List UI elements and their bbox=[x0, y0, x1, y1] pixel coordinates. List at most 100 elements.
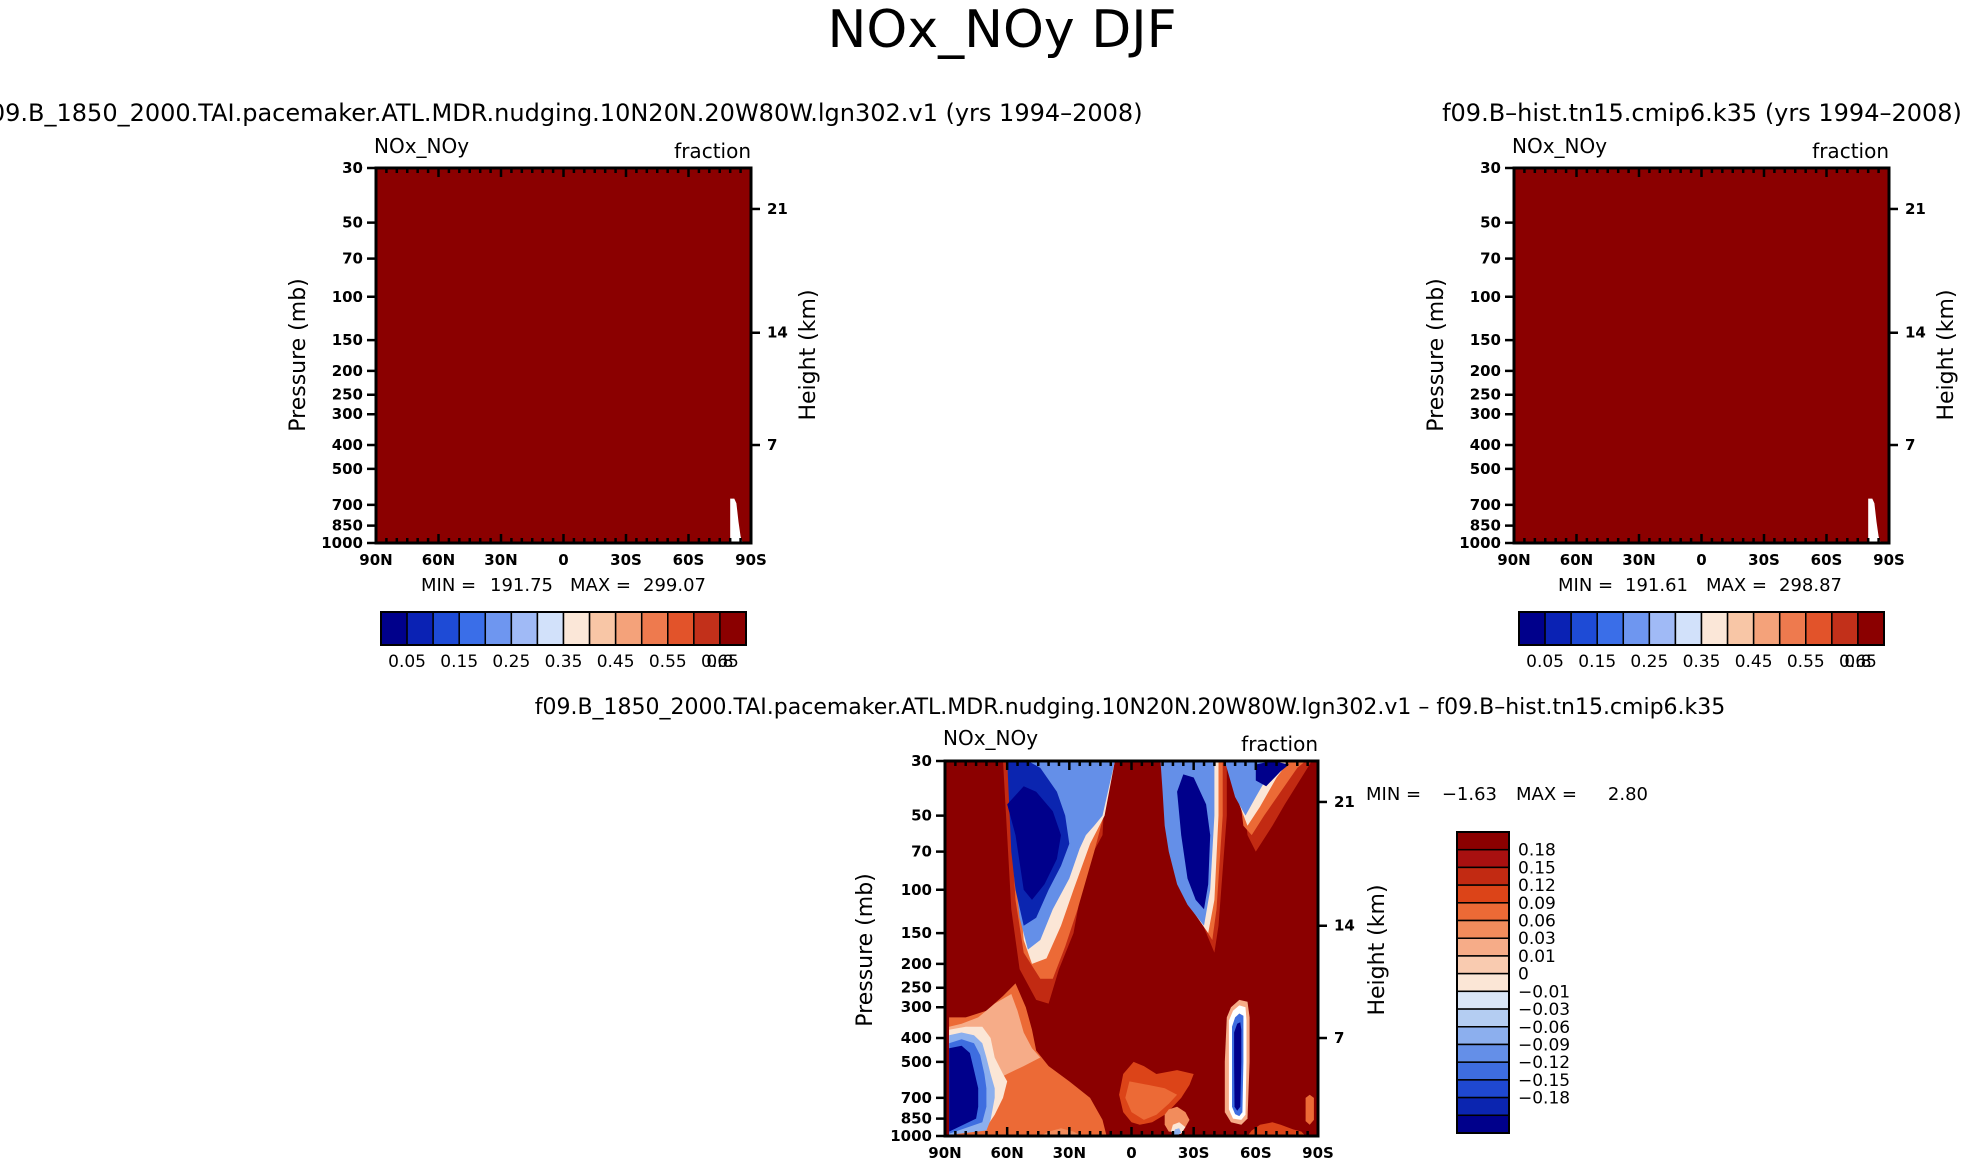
panel-a-min-value: 191.75 bbox=[490, 575, 553, 596]
panel-diff-contour-low-pos-b bbox=[1125, 1081, 1178, 1120]
panel-b-y-tick-label: 500 bbox=[1470, 460, 1501, 478]
panel-a-x-tick-label: 0 bbox=[558, 551, 568, 569]
panel-diff-colorbar-label: 0 bbox=[1518, 965, 1529, 985]
panel-b-x-tick-label: 60S bbox=[1811, 551, 1843, 569]
panel-a-right-label: fraction bbox=[674, 139, 751, 163]
panel-diff-colorbar-label: −0.06 bbox=[1518, 1018, 1570, 1038]
panel-diff-colorbar-box bbox=[1456, 937, 1510, 957]
panel-diff-colorbar-box bbox=[1456, 1061, 1510, 1081]
panel-b-colorbar-box bbox=[1857, 611, 1885, 646]
panel-b-field bbox=[1514, 168, 1889, 543]
panel-a-left-label: NOx_NOy bbox=[374, 134, 469, 158]
panel-diff-y-tick-label: 30 bbox=[911, 752, 932, 770]
panel-diff-contour-strat-navy-c bbox=[1255, 761, 1289, 787]
panel-diff-colorbar-label: 0.15 bbox=[1518, 858, 1556, 878]
panel-b-colorbar-box bbox=[1778, 611, 1807, 646]
panel-diff-y-tick-label: 500 bbox=[901, 1053, 932, 1071]
panel-b-colorbar-label: 0.65 bbox=[1839, 652, 1877, 672]
panel-b-y-tick-label: 850 bbox=[1470, 517, 1501, 535]
panel-diff-x-tick-label: 90N bbox=[928, 1144, 961, 1162]
panel-diff-y-tick-label: 150 bbox=[901, 924, 932, 942]
panel-b-height-tick-label: 21 bbox=[1905, 200, 1926, 218]
panel-a-colorbar-box bbox=[693, 611, 721, 646]
panel-b-colorbar-box bbox=[1805, 611, 1833, 646]
panel-a-height-tick-label: 14 bbox=[767, 324, 788, 342]
panel-diff-y-tick-label: 50 bbox=[911, 807, 932, 825]
panel-diff-colorbar-label: 0.18 bbox=[1518, 841, 1556, 861]
panel-a-colorbar-label: 0.05 bbox=[388, 652, 426, 672]
panel-b-height-tick-label: 7 bbox=[1905, 436, 1915, 454]
panel-b-max-label: MAX = bbox=[1706, 575, 1767, 596]
panel-b-x-tick-label: 0 bbox=[1696, 551, 1706, 569]
panel-b-y-tick-label: 150 bbox=[1470, 331, 1501, 349]
panel-diff-colorbar-label: 0.12 bbox=[1518, 876, 1556, 896]
panel-b-x-tick-label: 60N bbox=[1560, 551, 1593, 569]
panel-b-colorbar-frame bbox=[1518, 611, 1885, 646]
panel-a-ylabel: Pressure (mb) bbox=[286, 278, 311, 432]
panel-a-colorbar-label: 0.35 bbox=[545, 652, 583, 672]
panel-b-colorbar-box bbox=[1700, 611, 1729, 646]
panel-diff-colorbar-box bbox=[1456, 902, 1510, 922]
panel-a-missing-data bbox=[730, 498, 747, 543]
panel-a-height-tick-label: 21 bbox=[767, 200, 788, 218]
panel-diff-y-tick-label: 400 bbox=[901, 1029, 932, 1047]
panel-a-height-tick-label: 7 bbox=[767, 436, 777, 454]
panel-diff-colorbar-box bbox=[1456, 1043, 1510, 1063]
panel-diff-colorbar-box bbox=[1456, 884, 1510, 904]
panel-a-y-tick-label: 30 bbox=[342, 159, 363, 177]
panel-b-colorbar-box bbox=[1544, 611, 1572, 646]
panel-b-min-label: MIN = bbox=[1558, 575, 1613, 596]
panel-diff-contour-strat-blue-edge bbox=[994, 761, 1281, 950]
panel-a-colorbar-box bbox=[458, 611, 487, 646]
panel-a-colorbar-frame bbox=[380, 611, 747, 646]
panel-b-y-tick-label: 100 bbox=[1470, 288, 1501, 306]
panel-diff-colorbar-label: −0.09 bbox=[1518, 1035, 1570, 1055]
panel-a-max-value: 299.07 bbox=[643, 575, 706, 596]
panel-b-x-tick-label: 30N bbox=[1622, 551, 1655, 569]
panel-b-colorbar-box bbox=[1596, 611, 1625, 646]
panel-a-colorbar-box bbox=[640, 611, 669, 646]
panel-a-x-tick-label: 90N bbox=[359, 551, 392, 569]
panel-a-y-tick-label: 500 bbox=[332, 460, 363, 478]
panel-diff-colorbar-label: 0.03 bbox=[1518, 929, 1556, 949]
panel-diff-colorbar-box bbox=[1456, 972, 1510, 993]
panel-diff-colorbar-box bbox=[1456, 1026, 1510, 1046]
panel-b-y-tick-label: 70 bbox=[1480, 250, 1501, 268]
panel-a-colorbar-box bbox=[667, 611, 695, 646]
panel-diff-contour-strat-navy-b bbox=[1177, 774, 1211, 910]
panel-a-x-tick-label: 60S bbox=[673, 551, 705, 569]
panel-b-colorbar-label: 0.8 bbox=[1844, 652, 1871, 672]
panel-diff-colorbar-frame bbox=[1456, 831, 1510, 1134]
panel-a-y-tick-label: 150 bbox=[332, 331, 363, 349]
panel-b-ylabel: Pressure (mb) bbox=[1424, 278, 1449, 432]
panel-diff-colorbar-box bbox=[1456, 1008, 1510, 1028]
panel-a-colorbar-label: 0.55 bbox=[649, 652, 687, 672]
panel-a-colorbar-box bbox=[536, 611, 565, 646]
panel-a-colorbar-label: 0.15 bbox=[440, 652, 478, 672]
panel-a-field bbox=[376, 168, 751, 543]
panel-diff-y-tick-label: 70 bbox=[911, 843, 932, 861]
panel-b-colorbar-box bbox=[1518, 611, 1546, 646]
panel-diff-colorbar: 0.180.150.120.090.060.030.010−0.01−0.03−… bbox=[1456, 831, 1570, 1134]
panel-b-colorbar-label: 0.15 bbox=[1578, 652, 1616, 672]
panel-a-colorbar-box bbox=[588, 611, 617, 646]
panel-b-y-tick-label: 700 bbox=[1470, 496, 1501, 514]
panel-diff-colorbar-label: −0.18 bbox=[1518, 1089, 1570, 1109]
panel-a-colorbar: 0.05 0.15 0.25 0.35 0.45 0.55 0.650.8 bbox=[380, 611, 747, 672]
panel-diff-ylabel: Pressure (mb) bbox=[853, 873, 878, 1027]
panel-diff-height-tick-label: 7 bbox=[1334, 1029, 1344, 1047]
panel-diff-contour-nh-surface bbox=[1040, 1128, 1082, 1136]
panel-a-colorbar-label: 0.25 bbox=[492, 652, 530, 672]
panel-a-y-tick-label: 400 bbox=[332, 436, 363, 454]
panel-diff-colorbar-box bbox=[1456, 955, 1510, 975]
panel-a-y-tick-label: 1000 bbox=[321, 534, 363, 552]
panel-diff-colorbar-box bbox=[1456, 848, 1510, 869]
panel-b-right-label: fraction bbox=[1812, 139, 1889, 163]
panel-diff-contour-strat-navy-a bbox=[1007, 786, 1061, 900]
panel-a-y-tick-label: 850 bbox=[332, 517, 363, 535]
panel-a-colorbar-box bbox=[484, 611, 513, 646]
panel-b-colorbar-box bbox=[1622, 611, 1651, 646]
panel-b-colorbar-box bbox=[1570, 611, 1598, 646]
panel-a-y2label: Height (km) bbox=[796, 289, 821, 420]
